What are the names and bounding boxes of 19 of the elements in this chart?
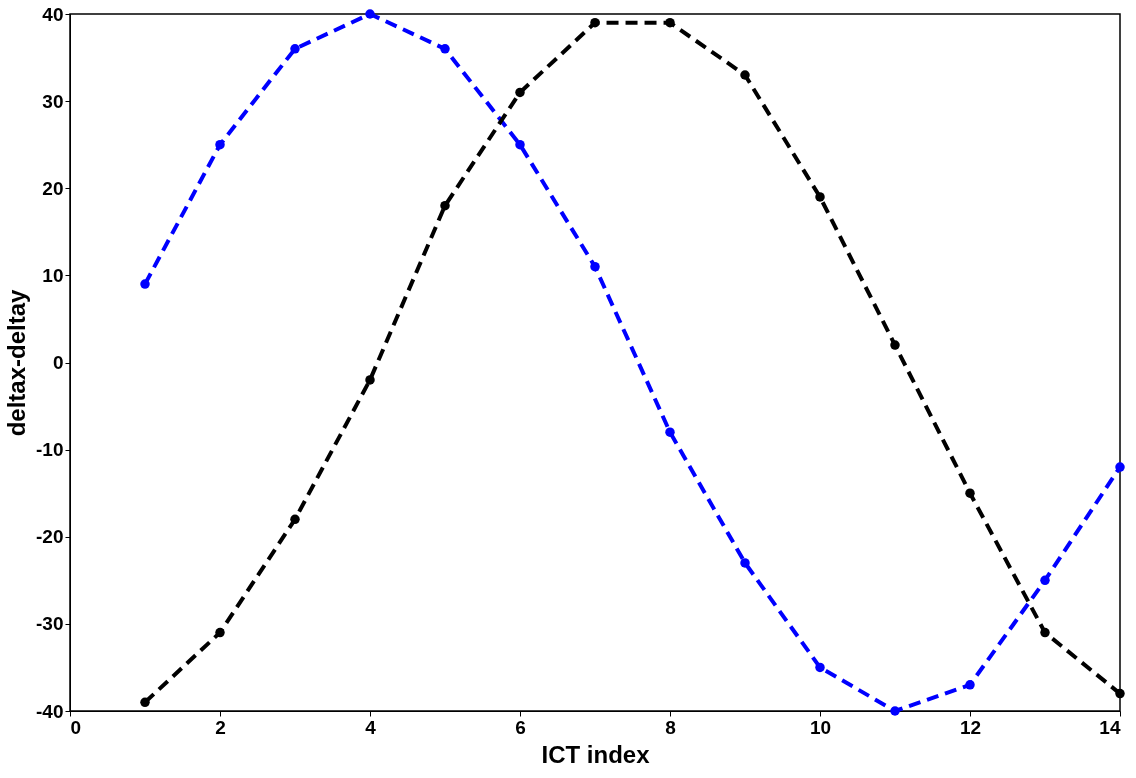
x-axis-title: ICT index [541,740,651,768]
y-tick-label: -40 [36,700,64,722]
x-tick-label: 2 [215,716,226,738]
y-tick-label: 0 [52,352,64,373]
x-tick-label: 14 [1099,716,1121,738]
y-tick-label: -10 [36,439,64,461]
y-tick-label: -20 [36,526,64,548]
x-tick-label: 6 [515,716,526,738]
y-axis-title: deltax-deltay [3,288,31,437]
x-tick-label: 12 [959,716,982,738]
y-tick-label: 40 [42,3,64,25]
x-tick-label: 4 [365,716,377,738]
y-tick-label: 10 [42,264,64,286]
x-tick-label: 8 [665,716,676,738]
x-tick-label: 10 [809,716,832,738]
y-tick-label: 30 [42,90,64,112]
y-tick-label: 20 [42,177,64,199]
y-tick-label: -30 [36,613,64,635]
x-tick-label: 0 [70,716,82,738]
